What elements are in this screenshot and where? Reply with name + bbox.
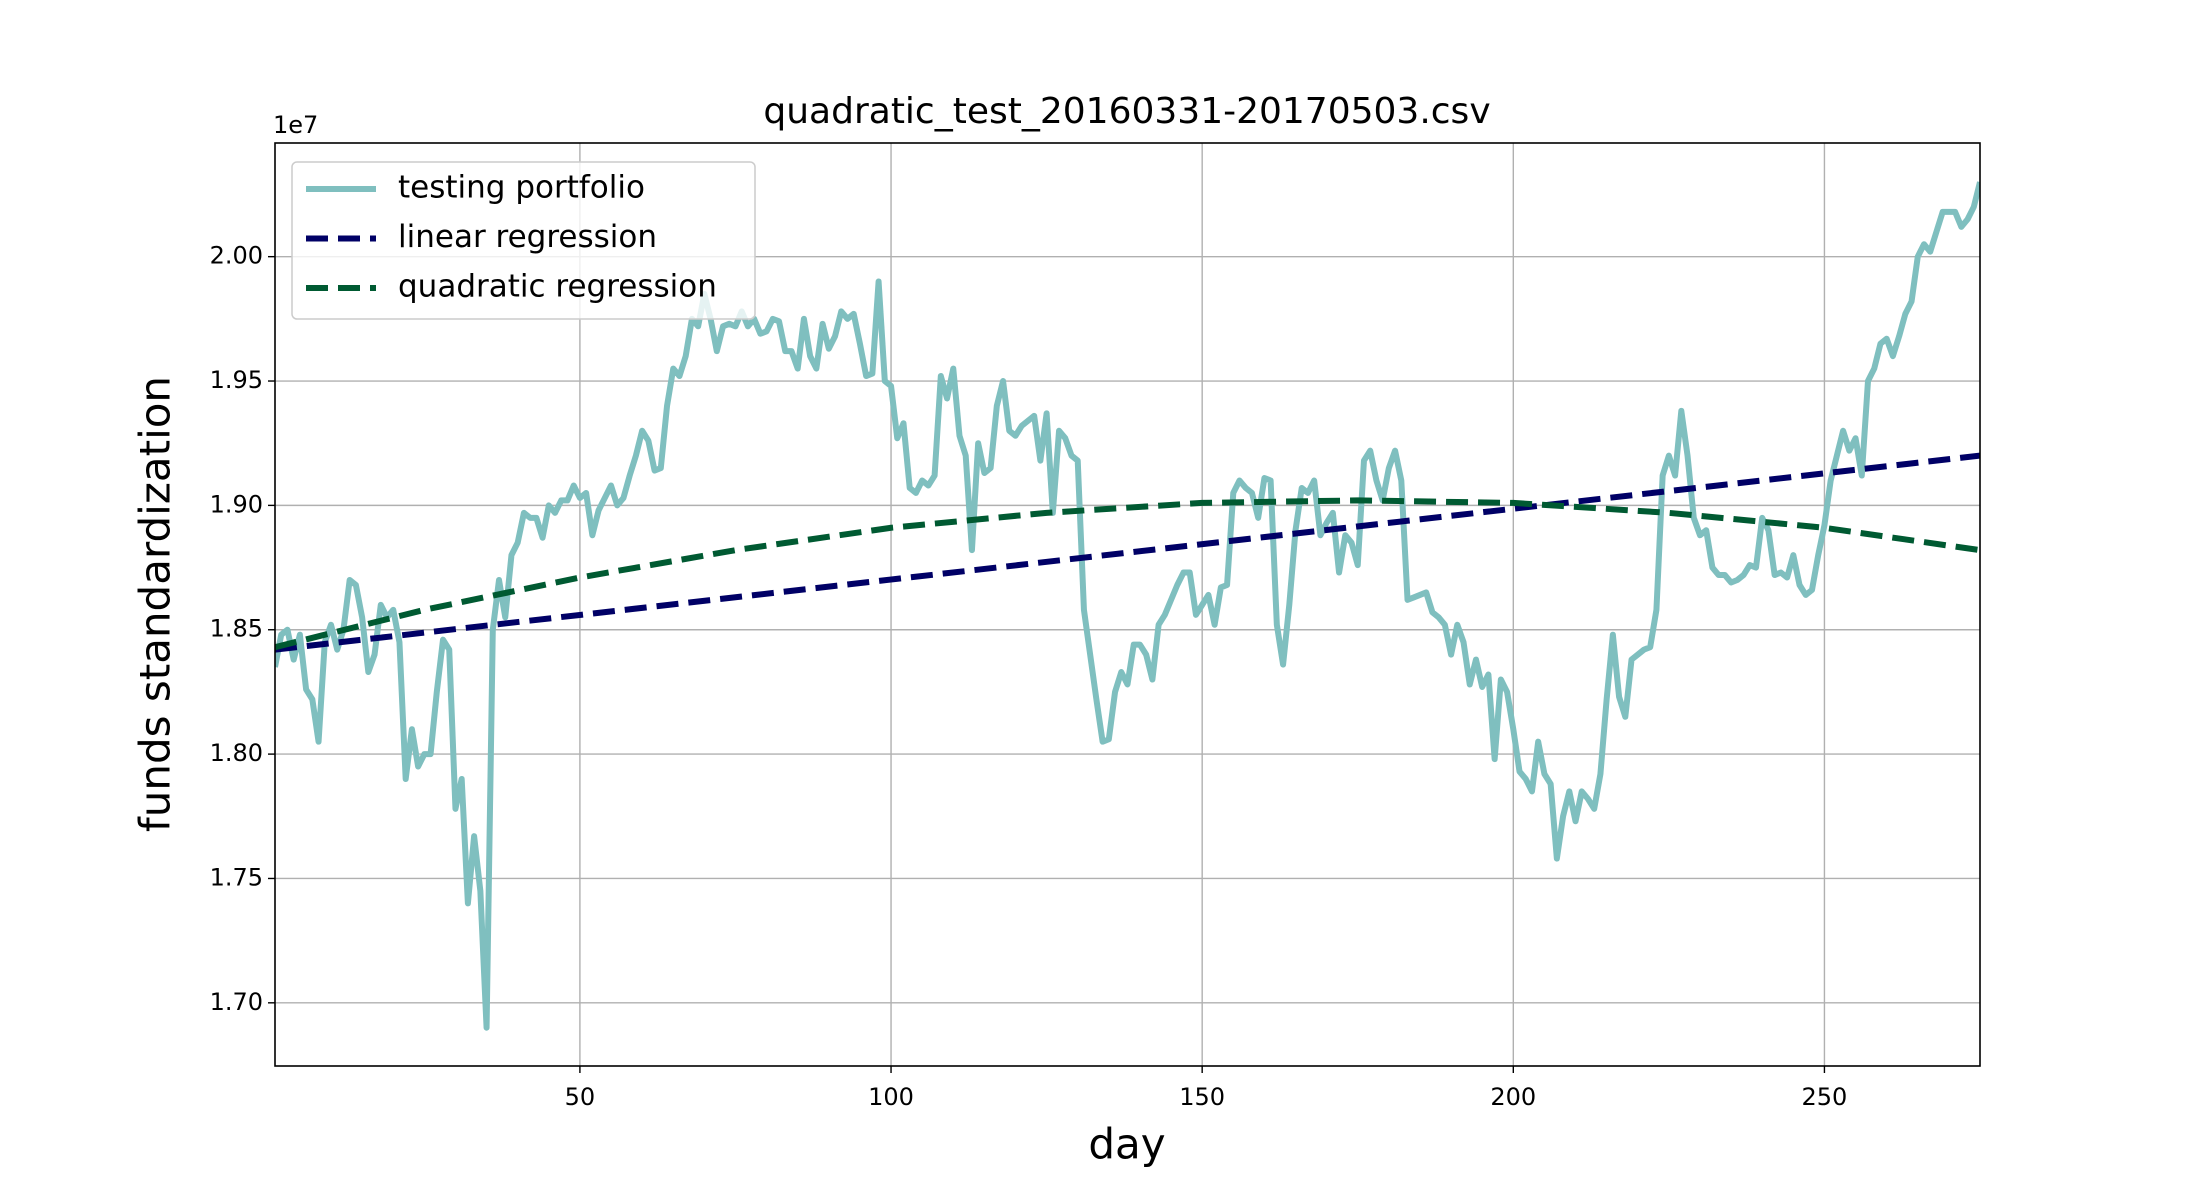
axes-frame: [274, 142, 1981, 1067]
x-tick-label: 50: [565, 1083, 596, 1111]
x-axis-label: day: [1088, 1120, 1165, 1169]
legend-label: quadratic regression: [398, 269, 717, 305]
y-tick-label: 1.90: [210, 490, 263, 518]
legend-label: linear regression: [398, 219, 657, 255]
y-tick-label: 2.00: [210, 242, 263, 270]
axis-offset-label: 1e7: [273, 111, 318, 139]
y-axis-label: funds standardization: [131, 376, 180, 832]
chart-title: quadratic_test_20160331-20170503.csv: [763, 91, 1490, 132]
legend: testing portfolio linear regression quadra…: [291, 161, 756, 320]
x-tick-label: 250: [1802, 1083, 1848, 1111]
legend-label: testing portfolio: [398, 170, 645, 206]
y-tick-label: 1.75: [210, 863, 263, 891]
x-tick-label: 100: [868, 1083, 914, 1111]
plot-area: [275, 181, 1980, 1031]
series-line: [275, 181, 1980, 1031]
y-tick-label: 1.70: [210, 988, 263, 1016]
x-tick-label: 150: [1179, 1083, 1225, 1111]
y-tick-label: 1.85: [210, 615, 263, 643]
y-tick-label: 1.95: [210, 366, 263, 394]
x-tick-label: 200: [1490, 1083, 1536, 1111]
legend-box: [291, 161, 756, 320]
y-tick-label: 1.80: [210, 739, 263, 767]
